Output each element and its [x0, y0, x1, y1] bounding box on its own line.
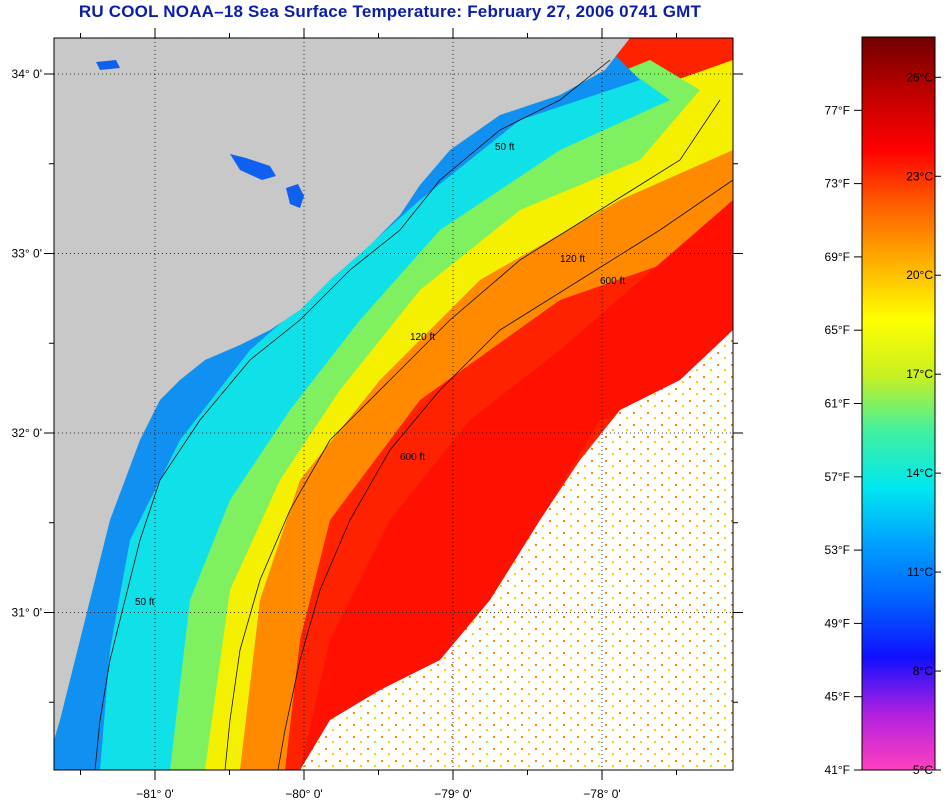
- cb-c-label: 23°C: [906, 169, 933, 183]
- cb-f-label: 53°F: [825, 543, 850, 557]
- cb-f-label: 45°F: [825, 690, 850, 704]
- colorbar: [861, 36, 936, 771]
- map-frame: [53, 37, 734, 771]
- contour-600ft: [277, 179, 733, 770]
- map-panel: 50 ft 120 ft 600 ft 120 ft 600 ft 50 ft: [54, 38, 733, 770]
- cloud-mask: [300, 330, 733, 770]
- contour-120ft: [224, 99, 721, 770]
- cb-c-label: 20°C: [906, 268, 933, 282]
- lon-label: −81° 0': [136, 787, 173, 801]
- map-title: RU COOL NOAA–18 Sea Surface Temperature:…: [78, 2, 702, 21]
- contour-label-120b: 120 ft: [410, 332, 435, 343]
- cb-f-label: 49°F: [825, 616, 850, 630]
- lake: [286, 184, 304, 208]
- cb-c-label: 11°C: [907, 565, 933, 579]
- lon-label: −78° 0': [583, 787, 620, 801]
- contour-label-50b: 50 ft: [135, 597, 155, 608]
- lon-label: −79° 0': [434, 787, 471, 801]
- cb-f-label: 73°F: [825, 177, 850, 191]
- lon-label: −80° 0': [285, 787, 322, 801]
- cb-c-label: 17°C: [906, 367, 933, 381]
- contour-label-600: 600 ft: [600, 276, 625, 287]
- cb-c-label: 14°C: [906, 466, 933, 480]
- sst-band-red-core: [300, 200, 733, 770]
- contour-label-50: 50 ft: [495, 142, 515, 153]
- cb-f-label: 41°F: [825, 763, 850, 777]
- cb-f-label: 57°F: [825, 470, 850, 484]
- cb-f-label: 77°F: [825, 103, 850, 117]
- land: [54, 38, 630, 740]
- lat-label: 32° 0': [12, 426, 42, 440]
- lake: [96, 60, 120, 70]
- cb-c-label: 8°C: [913, 664, 933, 678]
- contour-label-600b: 600 ft: [400, 452, 425, 463]
- contour-label-120: 120 ft: [560, 254, 585, 265]
- cb-f-label: 69°F: [825, 250, 850, 264]
- cb-c-label: 5°C: [913, 763, 933, 777]
- lake: [230, 154, 276, 180]
- lat-label: 34° 0': [12, 67, 42, 81]
- colorbar-ticks: 77°F 73°F 69°F 65°F 61°F 57°F 53°F 49°F 45°F 41°F…: [825, 70, 941, 777]
- contour-50ft: [94, 59, 611, 770]
- axes: 34° 0' 33° 0' 32° 0' 31° 0' −81° 0' −80° 0' −7…: [12, 28, 743, 801]
- lat-label: 33° 0': [12, 247, 42, 261]
- lat-label: 31° 0': [12, 606, 42, 620]
- cb-c-label: 26°C: [906, 70, 933, 84]
- cb-f-label: 61°F: [825, 397, 850, 411]
- cb-f-label: 65°F: [825, 323, 850, 337]
